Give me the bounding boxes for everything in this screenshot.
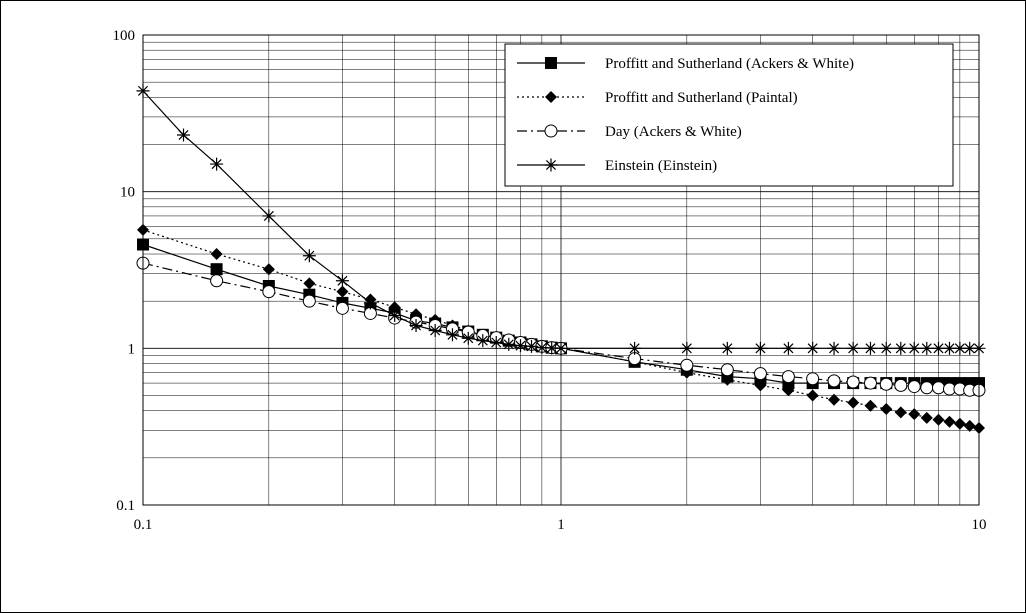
- data-point: [335, 274, 349, 288]
- data-point: [388, 301, 401, 314]
- legend-marker: [544, 124, 558, 138]
- data-point: [828, 393, 841, 406]
- data-point: [781, 341, 795, 355]
- data-point: [489, 335, 503, 349]
- data-point: [177, 128, 191, 142]
- data-point: [363, 296, 377, 310]
- y-tick-label: 10: [120, 185, 135, 201]
- data-point: [720, 363, 734, 377]
- data-point: [781, 370, 795, 384]
- data-point: [806, 389, 819, 402]
- data-point: [210, 274, 224, 288]
- data-point: [428, 323, 442, 337]
- data-point: [680, 341, 694, 355]
- data-point: [388, 309, 402, 323]
- data-point: [680, 358, 694, 372]
- data-point: [920, 411, 933, 424]
- data-point: [210, 157, 224, 171]
- data-point: [932, 413, 945, 426]
- tick-label-layer: 0.1 1 10 0.1 1 10 100: [113, 28, 987, 533]
- data-point: [753, 341, 767, 355]
- legend-label: Einstein (Einstein): [605, 158, 717, 174]
- data-point: [545, 341, 559, 355]
- data-point: [524, 339, 538, 353]
- data-point: [806, 372, 820, 386]
- legend-box: [504, 43, 954, 187]
- y-tick-label: 100: [113, 28, 136, 44]
- data-point: [476, 334, 490, 348]
- data-point: [846, 341, 860, 355]
- data-point: [336, 285, 349, 298]
- y-tick-label: 0.1: [116, 498, 135, 514]
- data-point: [535, 341, 549, 355]
- data-point: [262, 285, 276, 299]
- data-point: [445, 328, 459, 342]
- data-point: [210, 263, 223, 276]
- data-point: [920, 381, 934, 395]
- data-point: [907, 380, 921, 394]
- data-point: [847, 396, 860, 409]
- data-point: [863, 376, 877, 390]
- data-point: [943, 415, 956, 428]
- y-tick-label: 1: [128, 341, 136, 357]
- legend: Proffitt and Sutherland (Ackers & White)…: [504, 43, 954, 187]
- data-point: [879, 341, 893, 355]
- data-point: [846, 375, 860, 389]
- legend-label: Day (Ackers & White): [605, 124, 742, 140]
- data-point: [335, 301, 349, 315]
- x-tick-label: 10: [972, 517, 987, 533]
- legend-marker: [544, 158, 558, 172]
- data-point: [963, 419, 976, 432]
- legend-marker: [545, 91, 557, 103]
- data-point: [753, 367, 767, 381]
- data-point: [827, 341, 841, 355]
- data-point: [302, 294, 316, 308]
- data-point: [879, 377, 893, 391]
- legend-marker: [545, 57, 557, 69]
- data-point: [894, 378, 908, 392]
- data-point: [953, 417, 966, 430]
- data-point: [942, 341, 956, 355]
- data-point: [754, 379, 767, 392]
- data-point: [409, 318, 423, 332]
- data-point: [303, 277, 316, 290]
- data-point: [262, 209, 276, 223]
- data-point: [262, 263, 275, 276]
- data-point: [502, 337, 516, 351]
- data-point: [720, 341, 734, 355]
- x-tick-label: 1: [557, 517, 565, 533]
- data-point: [931, 381, 945, 395]
- legend-label: Proffitt and Sutherland (Paintal): [605, 90, 798, 106]
- data-point: [806, 341, 820, 355]
- plot-area-border: [142, 34, 980, 506]
- data-point: [513, 339, 527, 353]
- data-point: [782, 384, 795, 397]
- data-point: [907, 341, 921, 355]
- data-point: [894, 341, 908, 355]
- data-point: [931, 341, 945, 355]
- data-point: [908, 408, 921, 421]
- data-point: [302, 249, 316, 263]
- data-point: [863, 341, 877, 355]
- data-point: [953, 341, 967, 355]
- data-point: [827, 374, 841, 388]
- data-point: [628, 341, 642, 355]
- data-point: [894, 406, 907, 419]
- data-point: [210, 248, 223, 261]
- data-point: [920, 341, 934, 355]
- x-tick-label: 0.1: [134, 517, 153, 533]
- legend-label: Proffitt and Sutherland (Ackers & White): [605, 56, 854, 72]
- data-point: [461, 331, 475, 345]
- data-point: [721, 373, 734, 386]
- data-point: [880, 402, 893, 415]
- data-point: [963, 341, 977, 355]
- data-point: [864, 399, 877, 412]
- data-point: [554, 341, 568, 355]
